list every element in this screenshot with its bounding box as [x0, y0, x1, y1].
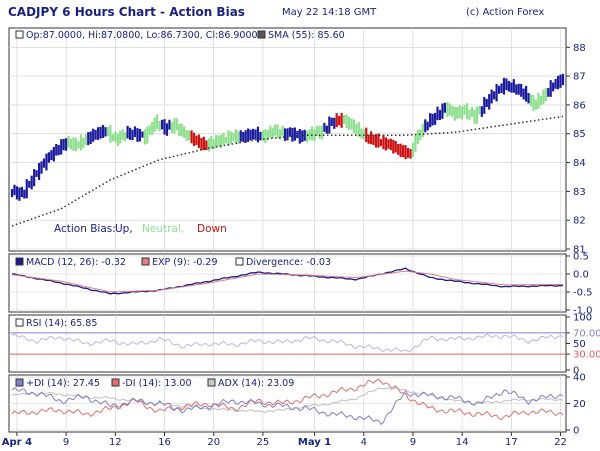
- exp-line: [11, 270, 564, 293]
- divergence-label: Divergence: -0.03: [246, 257, 331, 268]
- price-y-tick-label-4: 85: [573, 129, 586, 140]
- x-tick-label-6: May 1: [298, 437, 331, 448]
- price-y-tick-label-0: 81: [573, 245, 586, 256]
- x-tick-label-10: 17: [505, 437, 518, 448]
- macd-y-tick-label-0: 0.5: [573, 252, 589, 263]
- rsi-legend: RSI (14): 65.85: [15, 318, 97, 329]
- rsi-y-tick-label-1: 70.00: [573, 328, 600, 339]
- x-tick-label-3: 16: [158, 437, 171, 448]
- adx-label: ADX (14): 23.09: [218, 378, 294, 389]
- macd-legend: MACD (12, 26): -0.32 EXP (9): -0.29 Dive…: [15, 257, 331, 268]
- bias-legend-prefix: Action Bias:: [54, 223, 116, 235]
- rsi-line: [11, 333, 564, 353]
- x-tick-label-11: 22: [554, 437, 567, 448]
- dmi-y-tick-label-0: 40: [573, 373, 586, 384]
- macd-line: [11, 267, 564, 295]
- macd-y-tick-label-1: 0.0: [573, 270, 589, 281]
- x-tick-label-8: 9: [410, 437, 416, 448]
- ohlc-swatch: [15, 30, 24, 39]
- bias-legend-up: Up,: [115, 223, 133, 235]
- x-tick-label-4: 20: [207, 437, 220, 448]
- exp-swatch: [141, 257, 150, 266]
- price-bars: [10, 73, 565, 201]
- copyright: (c) Action Forex: [466, 7, 545, 18]
- dmi-y-tick-label-2: 0: [573, 426, 579, 437]
- plusdi-label: +DI (14): 27.45: [26, 378, 100, 389]
- x-tick-label-9: 14: [456, 437, 469, 448]
- x-tick-label-2: 12: [109, 437, 122, 448]
- bias-legend-down: Down: [197, 223, 227, 235]
- macd-y-tick-label-2: -0.5: [573, 288, 593, 299]
- price-y-tick-label-5: 86: [573, 100, 586, 111]
- price-y-tick-label-2: 83: [573, 187, 586, 198]
- minusdi-line: [11, 378, 564, 421]
- bias-legend-neutral: Neutral,: [142, 223, 184, 235]
- price-y-tick-label-1: 82: [573, 216, 586, 227]
- chart-title: CADJPY 6 Hours Chart - Action Bias: [8, 5, 245, 19]
- price-info-legend: Op:87.0000, Hi:87.0800, Lo:86.7300, Cl:8…: [15, 30, 345, 41]
- x-axis-ticks: Apr 4 9 12 16 20 25 May 1 4 9 14 17 22: [2, 432, 567, 448]
- macd-swatch: [15, 257, 24, 266]
- ohlc-label: Op:87.0000, Hi:87.0800, Lo:86.7300, Cl:8…: [26, 30, 258, 41]
- rsi-y-tick-label-0: 100: [573, 313, 592, 324]
- panel-frame-macd: [8, 253, 567, 313]
- price-y-ticks: 81 82 83 84 85 86 87 88: [566, 43, 586, 256]
- sma-swatch: [257, 30, 266, 39]
- plusdi-line: [11, 387, 564, 426]
- rsi-y-tick-label-3: 30.00: [573, 350, 600, 361]
- rsi-y-tick-label-2: 50: [573, 339, 586, 350]
- action-bias-legend: Action Bias: Up, Neutral, Down: [54, 223, 227, 235]
- x-tick-label-7: 4: [361, 437, 367, 448]
- rsi-label: RSI (14): 65.85: [26, 318, 97, 329]
- adx-swatch: [207, 378, 216, 387]
- chart-header: CADJPY 6 Hours Chart - Action Bias May 2…: [0, 0, 600, 28]
- sma-line: [11, 115, 564, 227]
- price-y-tick-label-3: 84: [573, 158, 586, 169]
- dmi-y-ticks: 40 20 0: [566, 373, 586, 437]
- plusdi-swatch: [15, 378, 24, 387]
- price-y-tick-label-7: 88: [573, 43, 586, 54]
- minusdi-label: -DI (14): 13.00: [122, 378, 191, 389]
- chart-date: May 22 14:18 GMT: [282, 7, 377, 18]
- x-tick-label-0: Apr 4: [2, 437, 32, 448]
- panel-frames: [8, 27, 567, 433]
- macd-y-ticks: 0.5 0.0 -0.5 -1.0: [566, 252, 593, 317]
- minusdi-swatch: [111, 378, 120, 387]
- rsi-swatch: [15, 318, 24, 327]
- x-tick-label-1: 9: [63, 437, 69, 448]
- macd-label: MACD (12, 26): -0.32: [26, 257, 126, 268]
- rsi-y-tick-label-4: 0: [573, 366, 579, 377]
- divergence-swatch: [235, 257, 244, 266]
- macd-y-tick-label-3: -1.0: [573, 306, 593, 317]
- sma-label: SMA (55): 85.60: [268, 30, 345, 41]
- dmi-y-tick-label-1: 20: [573, 399, 586, 410]
- panel-frame-rsi: [8, 314, 567, 373]
- x-tick-label-5: 25: [257, 437, 270, 448]
- price-y-tick-label-6: 87: [573, 72, 586, 83]
- dmi-legend: +DI (14): 27.45 -DI (14): 13.00 ADX (14)…: [15, 378, 294, 389]
- exp-label: EXP (9): -0.29: [152, 257, 218, 268]
